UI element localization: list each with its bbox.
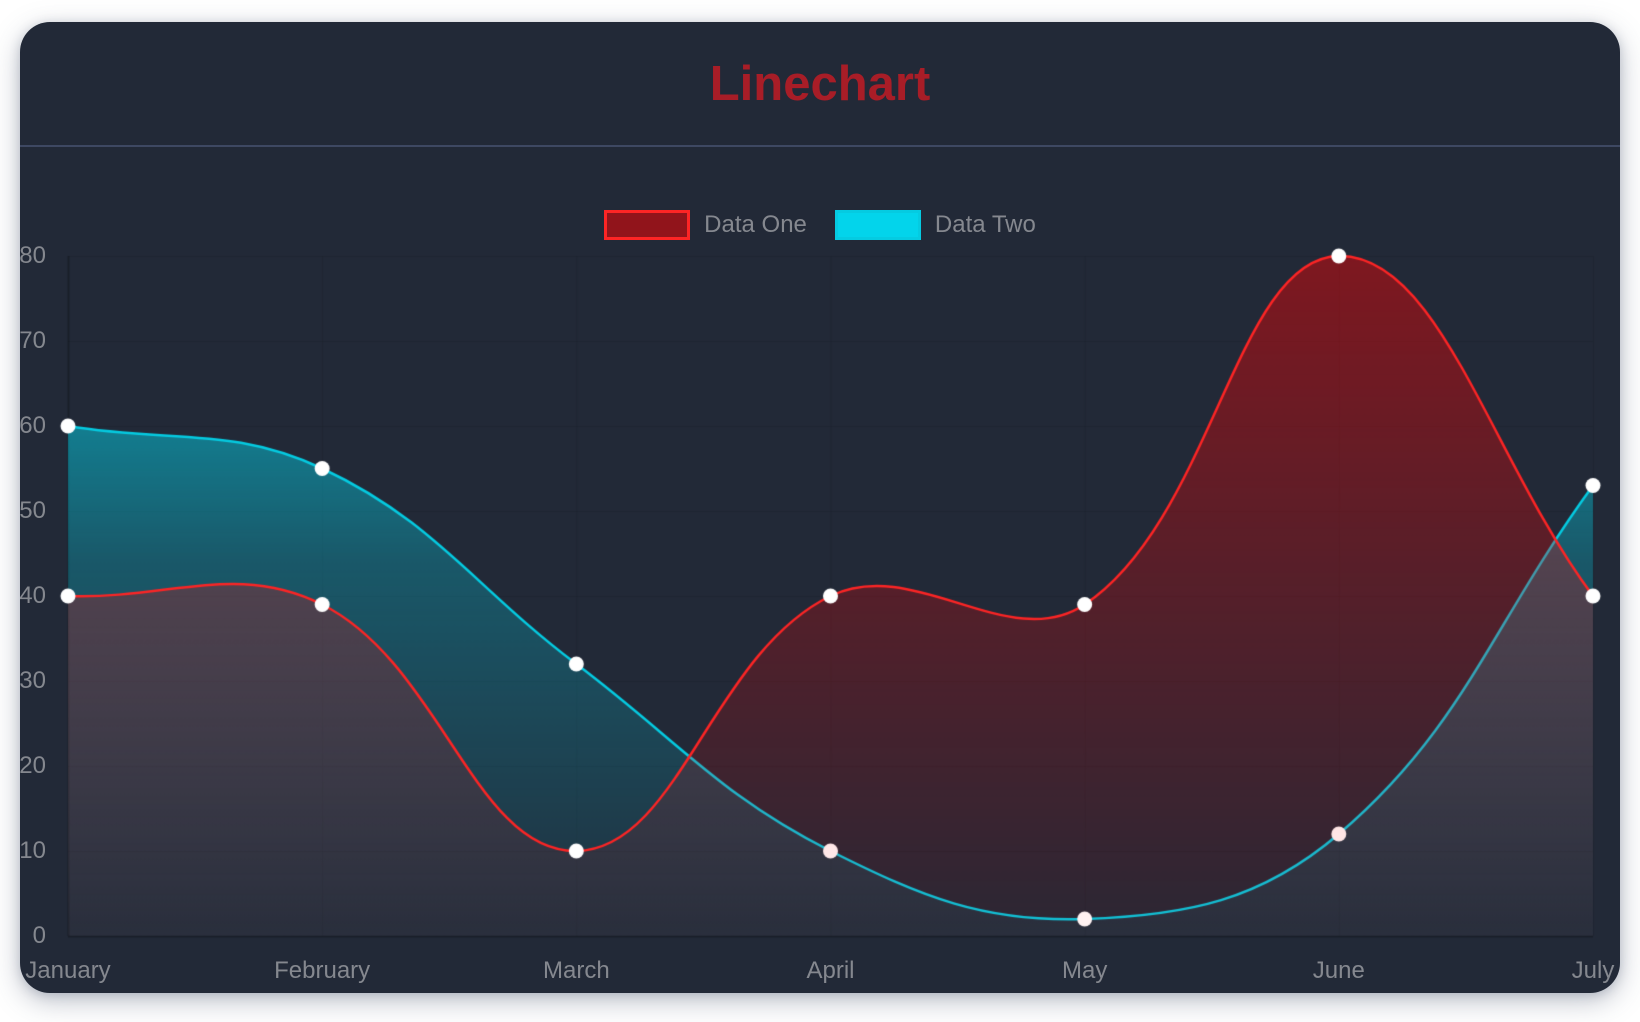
y-tick-label-60: 60: [20, 412, 46, 439]
x-tick-label-may: May: [1061, 957, 1108, 984]
chart-legend: Data One Data Two: [20, 210, 1620, 240]
legend-label-data-one: Data One: [704, 211, 807, 238]
y-tick-label-0: 0: [32, 922, 46, 949]
y-tick-label-40: 40: [20, 582, 46, 609]
line-chart-canvas[interactable]: [20, 22, 1620, 993]
y-tick-label-30: 30: [20, 667, 46, 694]
y-tick-label-10: 10: [20, 837, 46, 864]
x-tick-label-july: July: [1571, 957, 1615, 984]
legend-label-data-two: Data Two: [934, 211, 1036, 238]
y-tick-label-70: 70: [20, 327, 46, 354]
y-tick-label-50: 50: [20, 497, 46, 524]
x-tick-label-march: March: [542, 957, 610, 984]
x-tick-label-april: April: [806, 957, 855, 984]
legend-swatch-data-one: [604, 210, 691, 240]
y-tick-label-20: 20: [20, 752, 46, 779]
chart-card: Linechart Data One Data Two 010203040506…: [20, 22, 1620, 993]
x-tick-label-january: January: [25, 957, 111, 984]
x-tick-label-february: February: [274, 957, 371, 984]
y-tick-label-80: 80: [20, 242, 46, 269]
legend-item-data-one[interactable]: Data One: [604, 210, 807, 240]
legend-swatch-data-two: [834, 210, 921, 240]
x-tick-label-june: June: [1312, 957, 1365, 984]
legend-item-data-two[interactable]: Data Two: [834, 210, 1036, 240]
